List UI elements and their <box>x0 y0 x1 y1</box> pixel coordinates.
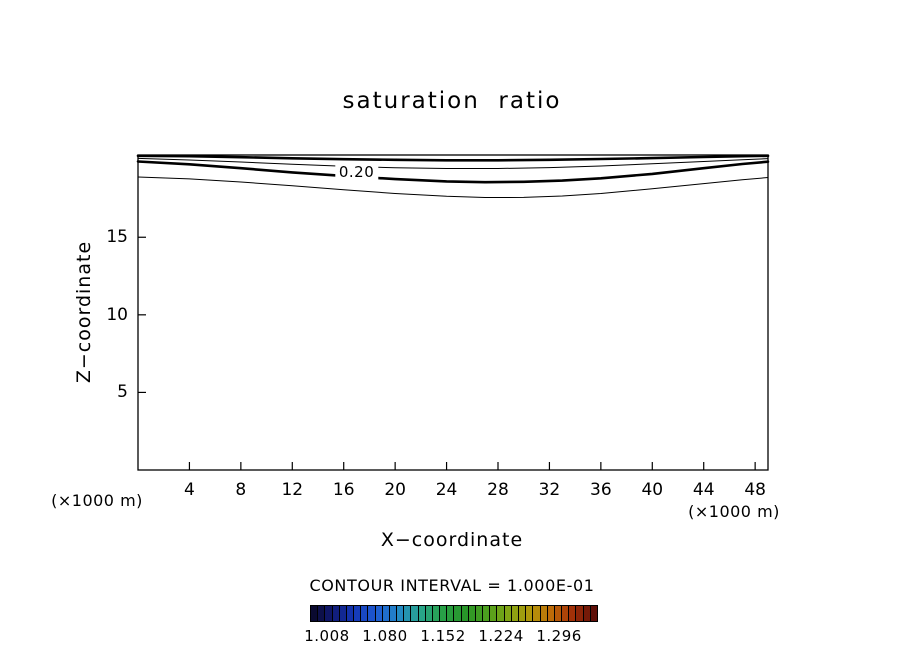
colorbar-tick-label: 1.224 <box>478 627 524 645</box>
colorbar-cell <box>590 606 597 621</box>
colorbar-cell <box>576 606 584 621</box>
x-axis-label: X−coordinate <box>380 529 524 551</box>
x-tick-label: 28 <box>487 480 509 500</box>
x-tick-label: 12 <box>281 480 304 500</box>
colorbar-cell <box>454 606 462 621</box>
colorbar-cell <box>547 606 555 621</box>
x-tick-label: 8 <box>235 480 247 500</box>
y-tick-label: 10 <box>106 304 128 325</box>
colorbar-cell <box>432 606 441 621</box>
chart-title: saturation ratio <box>342 88 562 114</box>
x-tick-label: 48 <box>744 480 766 500</box>
x-axis-unit-right: (×1000 m) <box>688 502 780 521</box>
x-tick-label: 44 <box>692 480 715 500</box>
y-tick-label: 5 <box>117 382 128 403</box>
contour-line-labeled-020-thick <box>136 160 770 184</box>
colorbar-cell <box>325 606 333 621</box>
x-tick-label: 4 <box>184 480 195 500</box>
colorbar-cell <box>483 606 491 621</box>
colorbar-cell <box>361 606 369 621</box>
colorbar-cell <box>540 606 548 621</box>
colorbar-cell <box>497 606 505 621</box>
colorbar-tick-label: 1.008 <box>304 627 350 645</box>
colorbar-cell <box>569 606 577 621</box>
colorbar-cell <box>468 606 476 621</box>
colorbar-cell <box>332 606 340 621</box>
colorbar-cell <box>389 606 398 621</box>
colorbar-cell <box>518 606 527 621</box>
colorbar-cell <box>583 606 591 621</box>
contour-interval-note: CONTOUR INTERVAL = 1.000E-01 <box>309 576 595 595</box>
colorbar-cell <box>397 606 405 621</box>
colorbar-cell <box>554 606 563 621</box>
x-tick-label: 24 <box>435 480 458 500</box>
colorbar-cell <box>318 606 326 621</box>
x-tick-label: 40 <box>641 480 664 500</box>
contour-line-lower-thin <box>137 176 769 198</box>
contour-value-label: 0.20 <box>334 163 379 182</box>
colorbar-cell <box>440 606 448 621</box>
colorbar-cell <box>311 606 319 621</box>
colorbar-cell <box>418 606 426 621</box>
colorbar-cell <box>346 606 355 621</box>
colorbar-cell <box>368 606 376 621</box>
x-tick-label: 32 <box>538 480 561 500</box>
contour-line-upper-thin <box>137 157 769 169</box>
plot-frame <box>137 154 769 471</box>
contour-line-top-thick <box>136 154 770 162</box>
colorbar-cell <box>382 606 390 621</box>
x-tick-label: 20 <box>384 480 406 500</box>
colorbar-cell <box>354 606 362 621</box>
y-tick-label: 15 <box>106 227 128 248</box>
colorbar-cell <box>504 606 512 621</box>
colorbar <box>310 605 598 622</box>
colorbar-cell <box>339 606 347 621</box>
colorbar-cell <box>533 606 541 621</box>
colorbar-cell <box>447 606 455 621</box>
colorbar-cell <box>511 606 519 621</box>
colorbar-tick-label: 1.152 <box>420 627 466 645</box>
colorbar-cell <box>425 606 433 621</box>
colorbar-tick-label: 1.080 <box>362 627 408 645</box>
colorbar-cell <box>475 606 484 621</box>
colorbar-cell <box>375 606 383 621</box>
colorbar-cell <box>526 606 534 621</box>
colorbar-cell <box>411 606 419 621</box>
colorbar-tick-label: 1.296 <box>536 627 582 645</box>
colorbar-cell <box>562 606 570 621</box>
x-axis-unit-left: (×1000 m) <box>51 491 143 510</box>
x-tick-label: 16 <box>332 480 355 500</box>
colorbar-cell <box>404 606 412 621</box>
colorbar-cell <box>461 606 469 621</box>
x-tick-label: 36 <box>590 480 612 500</box>
colorbar-cell <box>490 606 498 621</box>
